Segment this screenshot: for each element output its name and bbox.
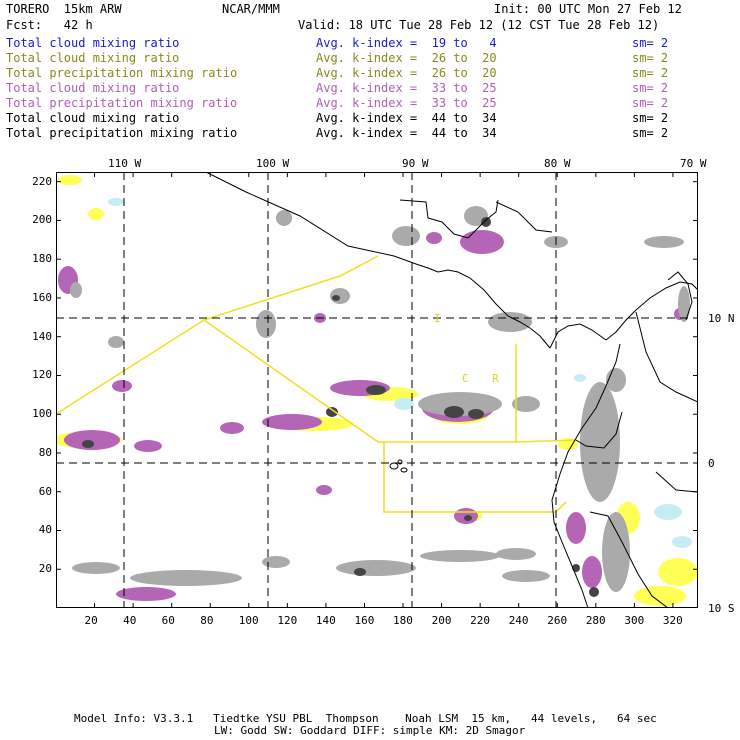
map-canvas xyxy=(56,172,698,608)
legend-sm: sm= 2 xyxy=(632,66,669,80)
legend-sm: sm= 2 xyxy=(632,126,669,140)
model-name: TORERO 15km ARW xyxy=(6,2,122,16)
lon-label: 90 W xyxy=(402,157,429,170)
y-tick-label: 120 xyxy=(32,368,52,382)
x-tick-label: 20 xyxy=(84,614,98,627)
map-frame xyxy=(56,172,698,608)
legend-sm: sm= 2 xyxy=(632,81,669,95)
x-tick-label: 40 xyxy=(123,614,137,627)
valid-time: Valid: 18 UTC Tue 28 Feb 12 (12 CST Tue … xyxy=(298,18,660,32)
y-tick-label: 180 xyxy=(32,252,52,266)
legend-index: Avg. k-index = 19 to 4 xyxy=(316,36,497,50)
x-tick-label: 180 xyxy=(393,614,413,627)
coastlines xyxy=(205,172,698,608)
y-tick-label: 40 xyxy=(38,523,52,537)
y-tick-label: 20 xyxy=(38,562,52,576)
legend-index: Avg. k-index = 33 to 25 xyxy=(316,96,497,110)
legend-index: Avg. k-index = 33 to 25 xyxy=(316,81,497,95)
lat-label: 10 S xyxy=(708,602,735,615)
x-tick-label: 280 xyxy=(585,614,606,627)
x-tick-label: 60 xyxy=(161,614,175,627)
y-tick-label: 200 xyxy=(32,213,52,227)
legend-name: Total cloud mixing ratio xyxy=(6,111,180,125)
map-label: I xyxy=(434,312,441,325)
model-info: Model Info: V3.3.1 Tiedtke YSU PBL Thomp… xyxy=(74,712,657,725)
lon-label: 70 W xyxy=(680,157,707,170)
forecast-hour: Fcst: 42 h xyxy=(6,18,93,32)
y-tick-label: 160 xyxy=(32,290,52,304)
legend-sm: sm= 2 xyxy=(632,51,669,65)
lon-label: 110 W xyxy=(108,157,142,170)
x-tick-label: 80 xyxy=(200,614,214,627)
legend-index: Avg. k-index = 26 to 20 xyxy=(316,66,497,80)
legend-name: Total cloud mixing ratio xyxy=(6,51,180,65)
legend-sm: sm= 2 xyxy=(632,111,669,125)
light-blue-cloud-field xyxy=(108,198,692,548)
legend-name: Total cloud mixing ratio xyxy=(6,36,180,50)
y-tick-label: 100 xyxy=(32,407,52,421)
x-tick-label: 100 xyxy=(238,614,259,627)
init-time: Init: 00 UTC Mon 27 Feb 12 xyxy=(494,2,682,16)
gray-cloud-field xyxy=(70,206,690,592)
y-tick-label: 60 xyxy=(38,484,52,498)
legend-name: Total precipitation mixing ratio xyxy=(6,66,238,80)
y-tick-label: 220 xyxy=(32,174,52,188)
boundary-lines xyxy=(56,255,577,513)
x-tick-label: 300 xyxy=(624,614,645,627)
lat-label: 0 xyxy=(708,457,715,470)
x-tick-label: 120 xyxy=(277,614,298,627)
legend-name: Total cloud mixing ratio xyxy=(6,81,180,95)
x-tick-label: 220 xyxy=(470,614,491,627)
x-tick-label: 160 xyxy=(354,614,375,627)
y-tick-label: 80 xyxy=(38,445,52,459)
legend-name: Total precipitation mixing ratio xyxy=(6,126,238,140)
legend-sm: sm= 2 xyxy=(632,36,669,50)
x-tick-label: 140 xyxy=(315,614,336,627)
forecast-map: C R I xyxy=(56,172,698,608)
x-tick-label: 240 xyxy=(508,614,529,627)
map-label: R xyxy=(492,372,499,385)
lat-lon-grid xyxy=(56,172,698,608)
organization: NCAR/MMM xyxy=(222,2,280,16)
model-physics: LW: Godd SW: Goddard DIFF: simple KM: 2D… xyxy=(214,724,526,737)
legend-index: Avg. k-index = 26 to 20 xyxy=(316,51,497,65)
legend-sm: sm= 2 xyxy=(632,96,669,110)
lon-label: 80 W xyxy=(544,157,571,170)
x-tick-label: 260 xyxy=(547,614,568,627)
legend-name: Total precipitation mixing ratio xyxy=(6,96,238,110)
x-tick-label: 200 xyxy=(431,614,452,627)
legend-index: Avg. k-index = 44 to 34 xyxy=(316,126,497,140)
lon-label: 100 W xyxy=(256,157,290,170)
cloud-fields xyxy=(56,175,698,606)
galapagos-islands xyxy=(389,459,408,473)
map-label: C xyxy=(462,372,469,385)
legend-index: Avg. k-index = 44 to 34 xyxy=(316,111,497,125)
dark-cloud-core xyxy=(82,217,599,597)
x-tick-label: 320 xyxy=(662,614,683,627)
y-tick-label: 140 xyxy=(32,329,52,343)
lat-label: 10 N xyxy=(708,312,735,325)
